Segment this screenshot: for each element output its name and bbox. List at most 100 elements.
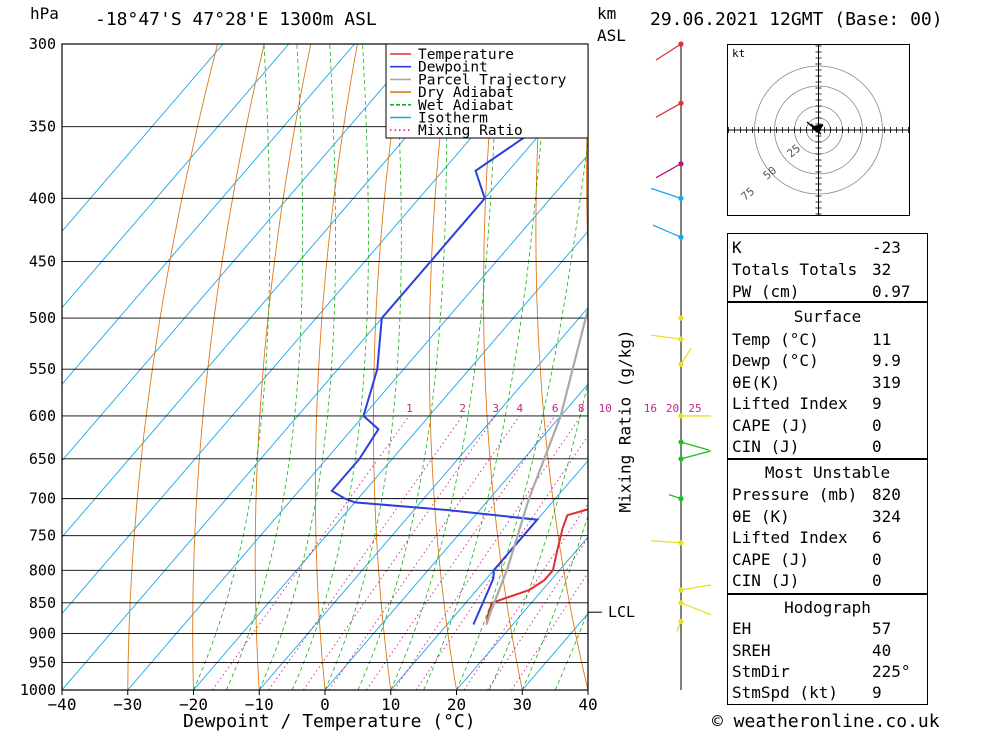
temperature-tick-label: 10 <box>381 695 400 714</box>
mixing-ratio-axis-title: Mixing Ratio (g/kg) <box>615 329 635 513</box>
dry-adiabat-line <box>917 44 1000 690</box>
pressure-tick-label: 850 <box>29 594 56 612</box>
indices-table: K -23 Totals Totals 32 PW (cm) 0.97 <box>727 233 928 302</box>
mixing-ratio-label: 1 <box>406 402 413 415</box>
wind-barb <box>655 163 682 179</box>
surface-dewp-label: Dewp (°C) <box>732 351 819 370</box>
most-unstable-table: Most Unstable Pressure (mb) 820 θE (K) 3… <box>727 459 928 594</box>
pw-label: PW (cm) <box>732 282 800 301</box>
mixing-ratio-label: 10 <box>599 402 612 415</box>
isotherm-line <box>456 536 588 690</box>
surface-theta-value: 319 <box>872 373 901 392</box>
pressure-tick-label: 500 <box>29 309 56 327</box>
legend-label: Parcel Trajectory <box>418 72 567 88</box>
isotherm-line <box>62 44 553 615</box>
wind-barb <box>680 584 712 591</box>
mixing-ratio-label: 6 <box>552 402 559 415</box>
temperature-profile <box>485 508 588 625</box>
pressure-tick-label: 300 <box>29 35 56 53</box>
sreh-value: 40 <box>872 641 892 660</box>
isotherm-line <box>127 154 588 690</box>
km-unit-label: km <box>597 4 617 23</box>
mixing-ratio-label: 4 <box>517 402 524 415</box>
pressure-tick-label: 950 <box>29 653 56 671</box>
parcel-trajectory-profile <box>485 305 588 625</box>
wind-barb <box>680 347 692 365</box>
temperature-tick-label: 30 <box>513 695 532 714</box>
wind-barb <box>668 494 682 500</box>
wet-adiabat-line <box>423 44 549 690</box>
mu-theta-value: 324 <box>872 507 901 526</box>
isotherm-line <box>62 44 290 309</box>
mu-pressure-label: Pressure (mb) <box>732 485 858 504</box>
k-index-value: -23 <box>872 238 901 257</box>
hodograph-table: Hodograph EH 57 SREH 40 StmDir 225° StmS… <box>727 594 928 705</box>
temperature-tick-label: 40 <box>578 695 597 714</box>
mixing-ratio-line <box>303 415 496 690</box>
stmspd-label: StmSpd (kt) <box>732 683 838 702</box>
wet-adiabat-line <box>226 44 304 690</box>
dry-adiabat-line <box>483 44 523 690</box>
wet-adiabat-line <box>390 44 498 690</box>
temperature-tick-label: −10 <box>245 695 274 714</box>
dry-adiabat-line <box>963 44 1000 690</box>
pressure-tick-label: 450 <box>29 253 56 271</box>
legend-label: Dewpoint <box>418 60 488 76</box>
pressure-tick-label: 400 <box>29 189 56 207</box>
temperature-tick-label: 20 <box>447 695 466 714</box>
surface-theta-label: θE(K) <box>732 373 781 392</box>
mu-li-value: 6 <box>872 528 882 547</box>
wet-adiabat-line <box>489 381 588 690</box>
isotherm-line <box>62 44 355 385</box>
surface-temp-label: Temp (°C) <box>732 330 819 349</box>
dry-adiabat-line <box>535 44 588 690</box>
wind-barb <box>650 187 682 199</box>
asl-unit-label: ASL <box>597 26 626 45</box>
surface-li-value: 9 <box>872 394 882 413</box>
legend-label: Temperature <box>418 47 514 63</box>
mixing-ratio-line <box>366 415 556 690</box>
surface-title: Surface <box>793 307 862 326</box>
mu-pressure-value: 820 <box>872 485 901 504</box>
stmspd-value: 9 <box>872 683 882 702</box>
legend-label: Wet Adiabat <box>418 98 514 114</box>
pressure-tick-label: 900 <box>29 624 56 642</box>
mixing-ratio-line <box>268 415 463 690</box>
legend-box <box>385 43 589 139</box>
k-index-label: K <box>732 238 742 257</box>
mixing-ratio-label: 20 <box>666 402 679 415</box>
copyright-footer[interactable]: © weatheronline.co.uk <box>712 711 940 732</box>
surface-cin-value: 0 <box>872 437 882 456</box>
hodograph: kt 25 50 75 <box>727 44 910 216</box>
pw-value: 0.97 <box>872 282 911 301</box>
isotherm-line <box>258 307 588 690</box>
temperature-tick-label: −40 <box>48 695 77 714</box>
wet-adiabat-line <box>291 44 369 690</box>
pressure-tick-label: 650 <box>29 450 56 468</box>
location-title: -18°47'S 47°28'E 1300m ASL <box>95 9 377 30</box>
pressure-tick-label: 750 <box>29 527 56 545</box>
pressure-tick-label: 700 <box>29 490 56 508</box>
wind-barb <box>680 441 710 451</box>
wind-barb <box>650 334 682 340</box>
isotherm-line <box>390 459 588 690</box>
isotherm-line <box>62 44 421 462</box>
wind-barb <box>650 540 682 544</box>
dry-adiabat-line <box>586 82 588 263</box>
pressure-tick-label: 350 <box>29 118 56 136</box>
mixing-ratio-line <box>511 572 588 690</box>
lcl-label: LCL <box>608 603 635 621</box>
x-axis-title: Dewpoint / Temperature (°C) <box>183 711 476 732</box>
surface-li-label: Lifted Index <box>732 394 848 413</box>
mixing-ratio-label: 3 <box>492 402 499 415</box>
stmdir-value: 225° <box>872 662 911 681</box>
wind-barb <box>655 102 682 118</box>
mixing-ratio-label: 25 <box>688 402 701 415</box>
surface-temp-value: 11 <box>872 330 892 349</box>
pressure-unit-label: hPa <box>30 4 59 23</box>
wind-level-dot <box>678 315 684 321</box>
storm-motion-marker <box>813 124 823 132</box>
dry-adiabat-line <box>428 44 457 690</box>
surface-table: Surface Temp (°C) 11 Dewp (°C) 9.9 θE(K)… <box>727 302 928 459</box>
